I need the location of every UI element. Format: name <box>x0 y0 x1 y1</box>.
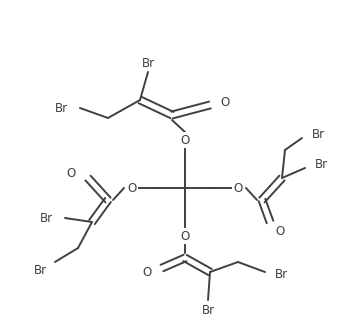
Text: Br: Br <box>315 157 328 171</box>
Text: Br: Br <box>275 268 288 280</box>
Text: Br: Br <box>40 211 53 224</box>
Text: O: O <box>143 267 152 279</box>
Text: O: O <box>275 224 284 238</box>
Text: Br: Br <box>312 128 325 140</box>
Text: O: O <box>127 182 137 195</box>
Text: Br: Br <box>34 264 47 276</box>
Text: O: O <box>220 95 229 109</box>
Text: Br: Br <box>201 304 215 317</box>
Text: O: O <box>180 134 190 146</box>
Text: O: O <box>180 229 190 243</box>
Text: Br: Br <box>55 102 68 115</box>
Text: O: O <box>67 166 76 180</box>
Text: O: O <box>233 182 243 195</box>
Text: Br: Br <box>142 57 155 69</box>
